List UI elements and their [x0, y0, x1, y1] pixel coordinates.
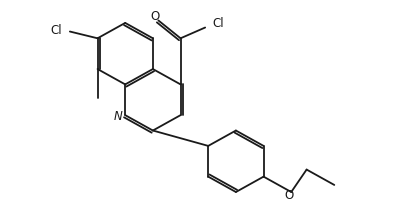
Text: O: O — [150, 10, 159, 23]
Text: Cl: Cl — [51, 24, 62, 37]
Text: Cl: Cl — [213, 17, 224, 30]
Text: O: O — [284, 189, 293, 202]
Text: N: N — [114, 110, 123, 123]
